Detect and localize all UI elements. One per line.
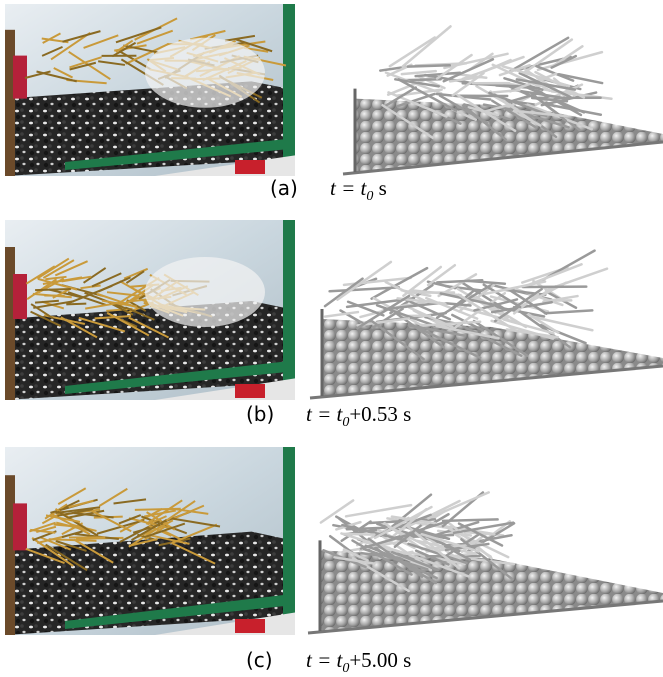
- sim-stick: [325, 312, 358, 317]
- panel-label: (b): [246, 402, 274, 426]
- sim-stick: [390, 37, 435, 66]
- figure: (a)t = t0 s(b)t = t0+0.53 s(c)t = t0+5.0…: [0, 0, 663, 677]
- sim-stick: [468, 281, 505, 284]
- ruler-mark: [235, 160, 265, 174]
- green-frame: [283, 447, 295, 616]
- sim-stick: [346, 505, 411, 516]
- sim-stick: [493, 90, 519, 92]
- particle-bed: [322, 319, 663, 396]
- caption-lead: t = t: [330, 176, 368, 200]
- sim-stick: [545, 310, 592, 313]
- splash: [145, 257, 265, 327]
- post: [5, 475, 15, 635]
- sim-stick: [408, 65, 450, 66]
- photo: [5, 447, 295, 635]
- photo: [5, 4, 295, 176]
- sim-stick: [405, 79, 440, 80]
- photo: [5, 220, 295, 400]
- caption: t = t0+5.00 s: [306, 648, 411, 676]
- caption-sub: 0: [342, 661, 349, 676]
- ruler-mark: [235, 384, 265, 398]
- green-frame: [283, 4, 295, 159]
- panel: (b) t = t0+0.53 s: [5, 220, 663, 430]
- panel-label: (c): [246, 648, 273, 672]
- photo-stick: [35, 289, 71, 290]
- panel: (a) t = t0 s: [5, 4, 663, 204]
- sim-stick: [344, 534, 375, 535]
- ruler-mark: [235, 619, 265, 633]
- panel: (c) t = t0+5.00 s: [5, 447, 663, 676]
- simulation: [308, 492, 663, 633]
- caption: t = t0 s: [330, 176, 387, 204]
- caption-rest: +5.00 s: [349, 648, 411, 672]
- sim-stick: [402, 71, 436, 74]
- panel-label: (a): [270, 176, 298, 200]
- caption-lead: t = t: [306, 648, 344, 672]
- caption-rest: s: [373, 176, 386, 200]
- caption-lead: t = t: [306, 402, 344, 426]
- post: [5, 30, 15, 176]
- caption-rest: +0.53 s: [349, 402, 411, 426]
- splash: [145, 38, 265, 108]
- photo-stick: [135, 509, 181, 510]
- red-bracket: [13, 274, 27, 319]
- caption: t = t0+0.53 s: [306, 402, 411, 430]
- post: [5, 247, 15, 400]
- green-frame: [283, 220, 295, 382]
- sim-stick: [403, 26, 451, 66]
- sim-stick: [531, 317, 592, 331]
- caption-sub: 0: [342, 415, 349, 430]
- simulation: [343, 26, 663, 174]
- caption-sub: 0: [366, 189, 373, 204]
- simulation: [310, 251, 663, 398]
- sim-stick: [321, 500, 353, 522]
- red-bracket: [13, 503, 27, 550]
